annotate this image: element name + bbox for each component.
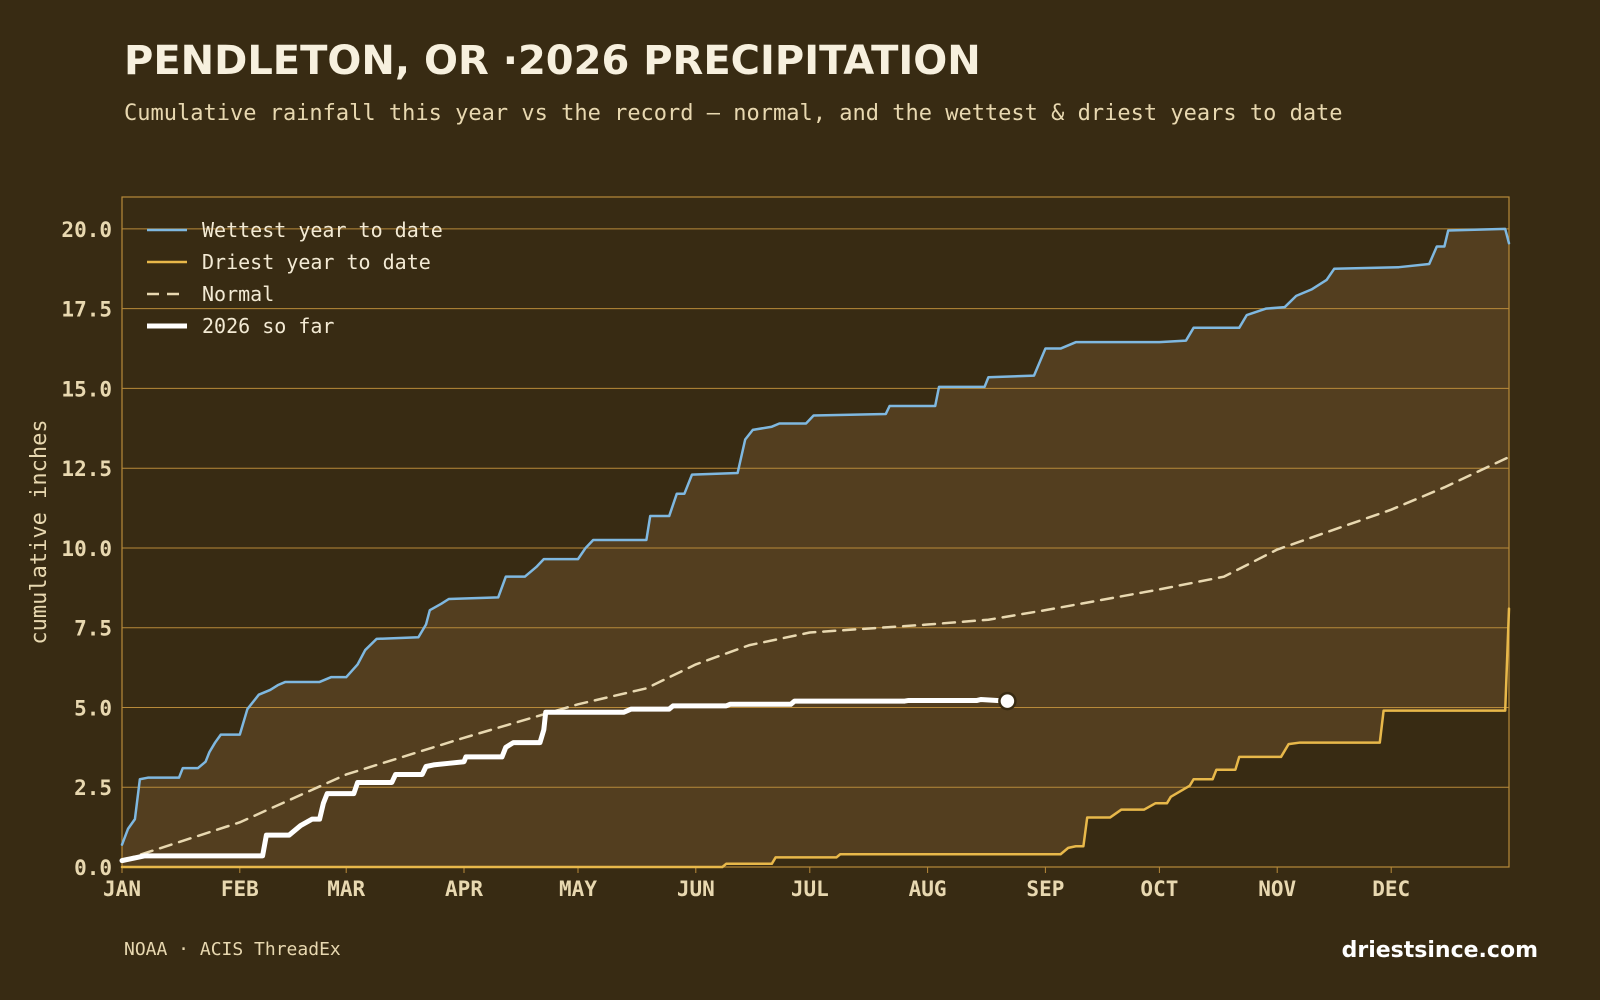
y-tick-label: 5.0 bbox=[74, 696, 112, 720]
series-line bbox=[120, 455, 1511, 862]
legend-label: Normal bbox=[202, 282, 274, 306]
x-tick-label: SEP bbox=[1026, 877, 1064, 901]
y-tick-label: 17.5 bbox=[61, 298, 112, 322]
series-line bbox=[120, 227, 1511, 846]
y-tick-label: 12.5 bbox=[61, 457, 112, 481]
plot-area: 0.0 2.5 5.0 7.5 10.0 12.5 15.0 17.5 20.0 JAN FEB MA… bbox=[61, 196, 1511, 901]
y-tick-label: 2.5 bbox=[74, 776, 112, 800]
x-tick-label: AUG bbox=[909, 877, 947, 901]
legend-label: Driest year to date bbox=[202, 250, 431, 274]
x-tick-label: FEB bbox=[221, 877, 259, 901]
x-tick-label: JUN bbox=[677, 877, 715, 901]
legend-label: Wettest year to date bbox=[202, 218, 443, 242]
x-tick-label: APR bbox=[445, 877, 483, 901]
site: driestsince.com bbox=[1342, 938, 1538, 963]
series-line bbox=[119, 697, 1010, 864]
chart-title: PENDLETON, OR ·2026 PRECIPITATION bbox=[124, 38, 981, 84]
y-tick-label: 0.0 bbox=[74, 856, 112, 880]
y-tick-label: 10.0 bbox=[61, 537, 112, 561]
y-axis-label: cumulative inches bbox=[27, 419, 52, 644]
x-tick-label: DEC bbox=[1372, 877, 1410, 901]
y-tick-label: 20.0 bbox=[61, 218, 112, 242]
source: NOAA · ACIS ThreadEx bbox=[124, 939, 341, 960]
legend-label: 2026 so far bbox=[202, 314, 334, 338]
x-tick-label: NOV bbox=[1258, 877, 1296, 901]
x-tick-label: MAY bbox=[559, 877, 597, 901]
x-tick-label: JAN bbox=[103, 877, 141, 901]
chart-subtitle: Cumulative rainfall this year vs the rec… bbox=[124, 101, 1343, 126]
x-tick-label: OCT bbox=[1140, 877, 1178, 901]
x-tick-label: MAR bbox=[327, 877, 365, 901]
y-tick-label: 7.5 bbox=[74, 617, 112, 641]
plot-border bbox=[121, 196, 1510, 868]
end-marker bbox=[998, 691, 1017, 711]
x-tick-label: JUL bbox=[791, 877, 829, 901]
series-line bbox=[120, 607, 1511, 869]
y-tick-label: 15.0 bbox=[61, 377, 112, 401]
